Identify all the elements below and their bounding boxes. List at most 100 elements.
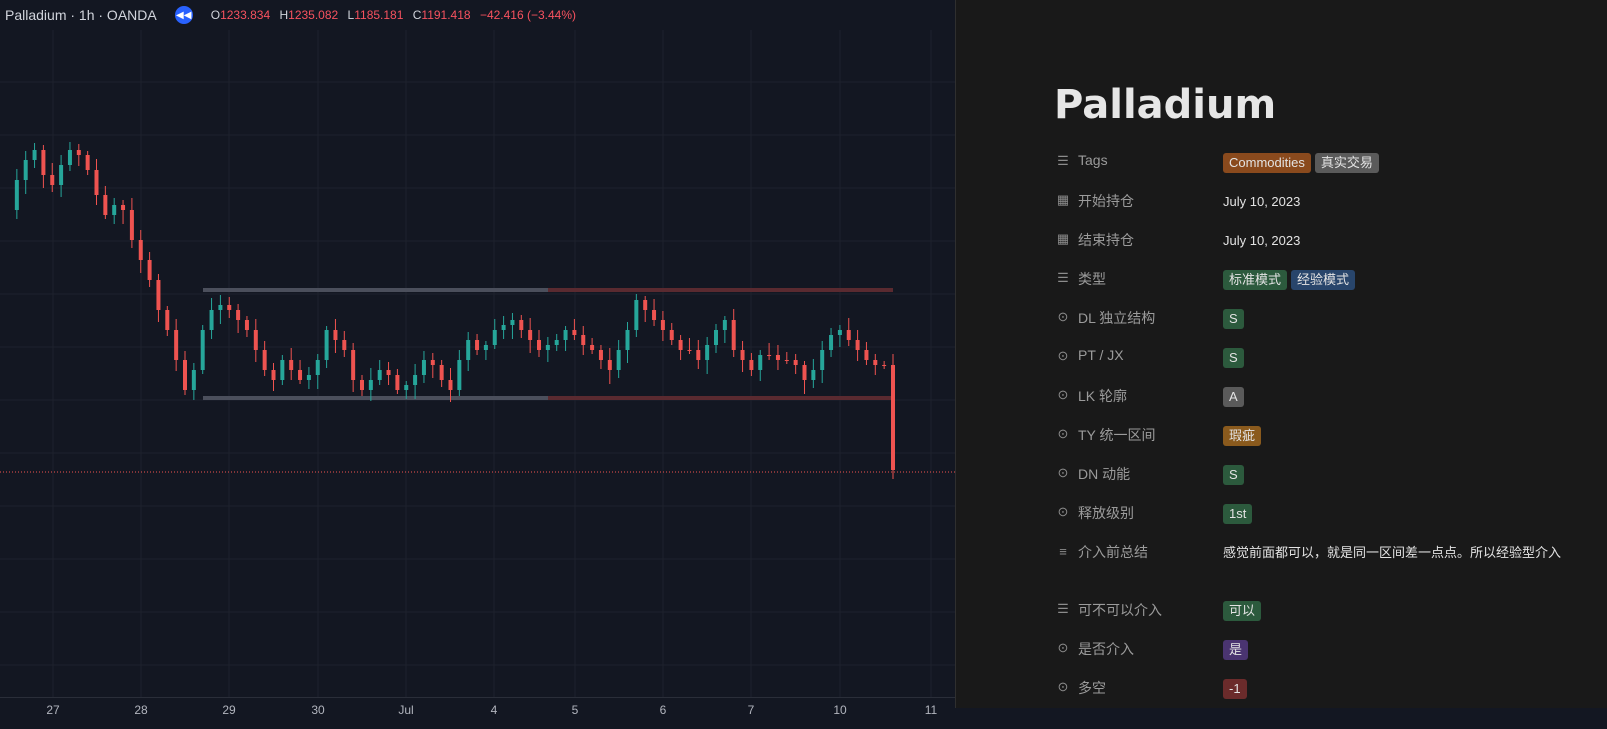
candle-body: [262, 350, 267, 370]
time-tick-label: Jul: [398, 703, 413, 717]
candle-body: [218, 305, 223, 310]
candle-body: [165, 310, 170, 330]
candle-body: [209, 310, 214, 330]
time-tick-label: 7: [748, 703, 755, 717]
property-key[interactable]: ☰ Tags: [1054, 152, 1223, 174]
candle-body: [324, 330, 329, 360]
candle-body: [545, 345, 550, 350]
candle-body: [395, 375, 400, 390]
property-key-label: LK 轮廓: [1078, 388, 1128, 404]
candle-body: [333, 330, 338, 340]
candle-body: [174, 330, 179, 360]
property-key[interactable]: ⊙ 释放级别: [1054, 503, 1223, 525]
property-value[interactable]: Commodities 真实交易: [1223, 152, 1574, 174]
property-value[interactable]: July 10, 2023: [1223, 230, 1574, 252]
property-key[interactable]: ⊙ LK 轮廓: [1054, 386, 1223, 408]
candle-body: [696, 350, 701, 360]
candle-body: [466, 340, 471, 360]
candle-body: [581, 335, 586, 345]
price-chart[interactable]: 27 28 29 30 Jul 4 5 6 7 10 11 Palladium · 1h · OAN…: [0, 0, 960, 728]
time-axis[interactable]: [0, 697, 960, 729]
property-value[interactable]: S: [1223, 464, 1574, 486]
property-key[interactable]: ⊙ 多空: [1054, 678, 1223, 700]
property-row[interactable]: ⊙ 多空 -1: [1054, 678, 1574, 700]
property-key[interactable]: ⊙ TY 统一区间: [1054, 425, 1223, 447]
candle-body: [32, 150, 37, 160]
candle-body: [722, 320, 727, 330]
high-value: 1235.082: [288, 8, 339, 22]
property-row[interactable]: ⊙ 是否介入 是: [1054, 639, 1574, 661]
candle-body: [811, 370, 816, 380]
candle-body: [280, 360, 285, 380]
tag-chip: 1st: [1223, 504, 1253, 524]
property-value[interactable]: 可以: [1223, 600, 1574, 622]
property-row[interactable]: ⊙ DN 动能 S: [1054, 464, 1574, 486]
property-row[interactable]: ☰ 类型 标准模式 经验模式: [1054, 269, 1574, 291]
property-value[interactable]: S: [1223, 308, 1574, 330]
select-icon: ⊙: [1057, 640, 1069, 655]
tag-chip: S: [1223, 348, 1244, 368]
candle-body: [687, 350, 692, 351]
property-value[interactable]: A: [1223, 386, 1574, 408]
time-tick-label: 5: [572, 703, 579, 717]
candle-body: [200, 330, 205, 370]
candlestick-plot[interactable]: 27 28 29 30 Jul 4 5 6 7 10 11: [0, 0, 960, 728]
property-value[interactable]: 瑕疵: [1223, 425, 1574, 447]
candle-body: [421, 360, 426, 375]
replay-icon[interactable]: ◀◀: [174, 6, 193, 24]
property-row[interactable]: ⊙ TY 统一区间 瑕疵: [1054, 425, 1574, 447]
property-row[interactable]: ≡ 介入前总结 感觉前面都可以，就是同一区间差一点点。所以经验型介入: [1054, 542, 1574, 564]
calendar-icon: ▦: [1056, 231, 1070, 246]
property-value[interactable]: S: [1223, 347, 1574, 369]
candle-body: [475, 340, 480, 350]
candle-body: [85, 155, 90, 170]
select-icon: ⊙: [1057, 309, 1069, 324]
candle-body: [377, 370, 382, 380]
page-title[interactable]: Palladium: [1054, 82, 1277, 128]
property-value[interactable]: July 10, 2023: [1223, 191, 1574, 213]
time-tick-label: 11: [925, 703, 938, 717]
property-key[interactable]: ⊙ 是否介入: [1054, 639, 1223, 661]
candle-body: [138, 240, 143, 260]
symbol-title[interactable]: Palladium · 1h · OANDA: [5, 7, 157, 23]
candle-body: [714, 330, 718, 345]
property-row[interactable]: ▦ 结束持仓 July 10, 2023: [1054, 230, 1574, 252]
property-key[interactable]: ⊙ DL 独立结构: [1054, 308, 1223, 330]
candle-body: [244, 320, 249, 330]
property-row[interactable]: ▦ 开始持仓 July 10, 2023: [1054, 191, 1574, 213]
property-key-label: 释放级别: [1078, 505, 1134, 521]
candle-body: [156, 280, 161, 310]
tag-chip: 经验模式: [1291, 270, 1356, 290]
property-key[interactable]: ☰ 可不可以介入: [1054, 600, 1223, 622]
property-row[interactable]: ⊙ PT / JX S: [1054, 347, 1574, 369]
property-row[interactable]: ☰ Tags Commodities 真实交易: [1054, 152, 1574, 174]
property-key[interactable]: ⊙ DN 动能: [1054, 464, 1223, 486]
candle-body: [829, 335, 834, 350]
property-value[interactable]: -1: [1223, 678, 1574, 700]
candle-body: [837, 330, 842, 335]
candle-body: [94, 170, 99, 195]
candle-body: [590, 345, 595, 350]
property-key-label: 类型: [1078, 271, 1106, 287]
property-value[interactable]: 是: [1223, 639, 1574, 661]
candle-body: [253, 330, 258, 350]
property-key[interactable]: ▦ 结束持仓: [1054, 230, 1223, 252]
property-value[interactable]: 1st: [1223, 503, 1574, 525]
property-row[interactable]: ☰ 可不可以介入 可以: [1054, 600, 1574, 622]
candle-body: [360, 380, 364, 390]
tag-chip: 可以: [1223, 601, 1262, 621]
property-value[interactable]: 感觉前面都可以，就是同一区间差一点点。所以经验型介入: [1223, 542, 1574, 564]
property-key[interactable]: ☰ 类型: [1054, 269, 1223, 291]
property-value[interactable]: 标准模式 经验模式: [1223, 269, 1574, 291]
property-key[interactable]: ≡ 介入前总结: [1054, 542, 1223, 564]
list-icon: ☰: [1057, 153, 1069, 168]
property-row[interactable]: ⊙ LK 轮廓 A: [1054, 386, 1574, 408]
property-row[interactable]: ⊙ 释放级别 1st: [1054, 503, 1574, 525]
property-key[interactable]: ⊙ PT / JX: [1054, 347, 1223, 369]
candle-body: [705, 345, 710, 360]
property-row[interactable]: ⊙ DL 独立结构 S: [1054, 308, 1574, 330]
candle-body: [386, 370, 391, 375]
select-icon: ⊙: [1057, 387, 1069, 402]
select-icon: ⊙: [1057, 426, 1069, 441]
property-key[interactable]: ▦ 开始持仓: [1054, 191, 1223, 213]
